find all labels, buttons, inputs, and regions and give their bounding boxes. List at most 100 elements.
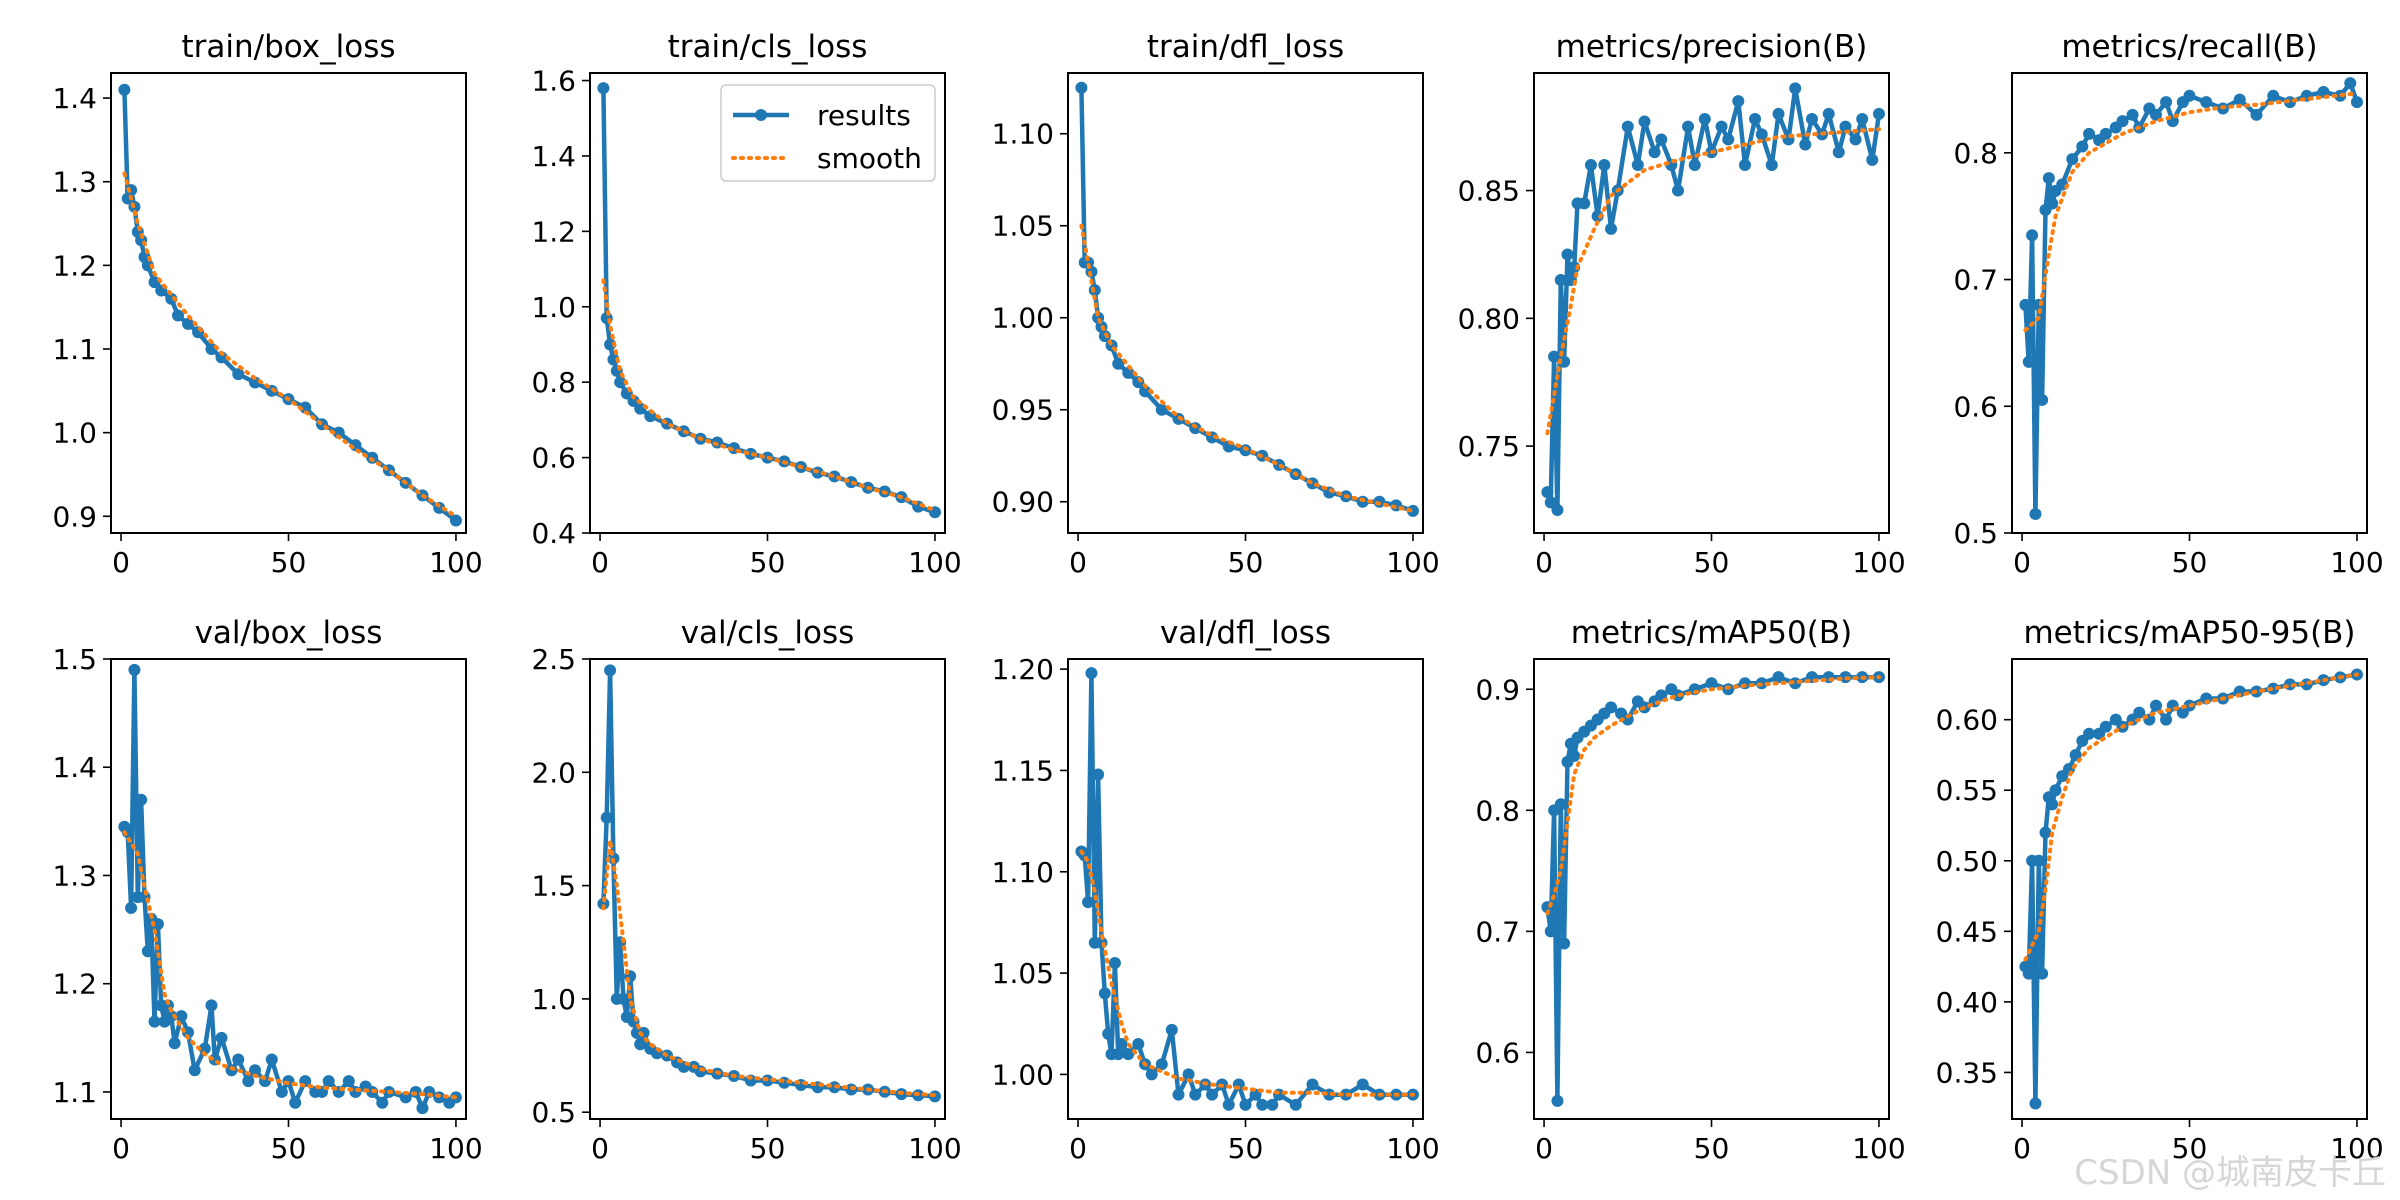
results-point xyxy=(1112,1048,1125,1061)
results-point xyxy=(1789,82,1802,95)
y-tick-label: 0.55 xyxy=(1936,774,1998,807)
results-point xyxy=(597,897,610,910)
y-tick-label: 0.8 xyxy=(531,366,576,399)
results-point xyxy=(2250,108,2263,121)
x-tick-label: 100 xyxy=(1852,546,1905,579)
results-point xyxy=(1698,113,1711,125)
results-point xyxy=(2126,108,2139,121)
results-point xyxy=(1688,159,1701,171)
results-point xyxy=(399,1091,412,1104)
y-tick-label: 2.5 xyxy=(531,643,576,676)
legend-results-label: results xyxy=(817,99,911,132)
results-point xyxy=(2350,96,2363,109)
results-point xyxy=(1356,1078,1369,1091)
axes-frame xyxy=(589,658,946,1120)
subplot-title: metrics/precision(B) xyxy=(1556,29,1868,65)
results-point xyxy=(322,1075,335,1088)
results-point xyxy=(215,1031,228,1044)
results-point xyxy=(2150,699,2163,712)
results-point xyxy=(215,351,228,364)
results-point xyxy=(299,401,312,414)
subplot-title: metrics/recall(B) xyxy=(2061,29,2317,65)
series-results xyxy=(2019,668,2363,1110)
y-tick-label: 1.0 xyxy=(531,291,576,324)
results-point xyxy=(2036,967,2049,980)
subplot-title: metrics/mAP50(B) xyxy=(1571,615,1852,651)
subplot-0: train/box_loss 0 50 100 0.9 1.0 1.1 1.2 1.3 1.4 xyxy=(52,29,482,579)
results-point xyxy=(1605,701,1618,714)
series-results xyxy=(2019,77,2363,520)
series-smooth xyxy=(601,278,937,513)
y-tick-label: 1.3 xyxy=(52,859,97,892)
y-tick-label: 1.4 xyxy=(52,751,97,784)
results-point xyxy=(1172,1088,1185,1101)
y-tick-label: 1.2 xyxy=(531,215,576,248)
results-point xyxy=(1598,159,1611,171)
results-point xyxy=(1289,1098,1302,1111)
results-point xyxy=(118,83,131,96)
results-point xyxy=(249,1064,262,1077)
results-point xyxy=(1272,1088,1285,1101)
x-tick-label: 50 xyxy=(2172,546,2208,579)
y-tick-label: 1.1 xyxy=(52,1076,97,1109)
results-point xyxy=(2046,798,2059,811)
x-tick-label: 50 xyxy=(750,546,786,579)
results-line xyxy=(601,668,936,1099)
results-point xyxy=(2049,784,2062,797)
results-point xyxy=(1098,987,1111,1000)
subplot-8: metrics/mAP50(B) 0 50 100 0.6 0.7 0.8 0.9 xyxy=(1475,615,1905,1165)
results-point xyxy=(1715,120,1728,133)
x-tick-label: 100 xyxy=(908,546,961,579)
results-point xyxy=(232,368,245,381)
legend-results-marker xyxy=(755,109,767,121)
axes-frame xyxy=(110,72,467,534)
results-point xyxy=(1591,210,1604,223)
results-point xyxy=(376,1096,389,1109)
results-point xyxy=(1605,222,1618,235)
results-point xyxy=(1551,504,1564,516)
results-point xyxy=(604,338,617,351)
subplot-title: train/dfl_loss xyxy=(1147,29,1344,65)
y-tick-label: 1.5 xyxy=(531,870,576,903)
x-tick-label: 50 xyxy=(2172,1132,2208,1165)
results-point xyxy=(2032,854,2045,867)
results-point xyxy=(2116,115,2129,128)
results-point xyxy=(1155,403,1168,416)
results-point xyxy=(2133,706,2146,719)
results-point xyxy=(175,1010,188,1023)
results-point xyxy=(1682,120,1695,133)
results-point xyxy=(1266,1098,1279,1111)
results-point xyxy=(198,1042,211,1055)
results-point xyxy=(2099,720,2112,733)
results-point xyxy=(1544,925,1557,938)
results-point xyxy=(1165,1023,1178,1036)
results-point xyxy=(1648,146,1661,159)
results-point xyxy=(2046,197,2059,210)
results-point xyxy=(1541,486,1554,499)
subplot-7: val/dfl_loss 0 50 100 1.00 1.05 1.10 1.15 1.20 xyxy=(992,615,1440,1165)
series-results xyxy=(1541,82,1885,516)
results-point xyxy=(1085,667,1098,680)
y-tick-label: 1.00 xyxy=(992,1058,1054,1091)
axes-frame xyxy=(2011,658,2368,1120)
results-point xyxy=(2029,1097,2042,1110)
axes-frame xyxy=(2011,72,2368,534)
x-tick-label: 50 xyxy=(1228,1132,1264,1165)
series-smooth xyxy=(601,840,937,1098)
y-tick-label: 0.8 xyxy=(1475,794,1520,827)
results-point xyxy=(634,1038,647,1051)
series-results xyxy=(1541,671,1885,1107)
results-point xyxy=(1406,504,1419,517)
subplot-3: metrics/precision(B) 0 50 100 0.75 0.80 0.85 xyxy=(1458,29,1906,579)
x-tick-label: 50 xyxy=(271,1132,307,1165)
x-tick-label: 100 xyxy=(1386,1132,1439,1165)
smooth-line xyxy=(601,840,937,1098)
results-point xyxy=(1655,133,1668,146)
subplot-title: val/box_loss xyxy=(195,615,383,651)
series-results xyxy=(118,83,462,527)
results-point xyxy=(1182,1068,1195,1081)
y-tick-label: 1.5 xyxy=(52,643,97,676)
results-point xyxy=(1558,937,1571,950)
results-point xyxy=(1112,357,1125,370)
